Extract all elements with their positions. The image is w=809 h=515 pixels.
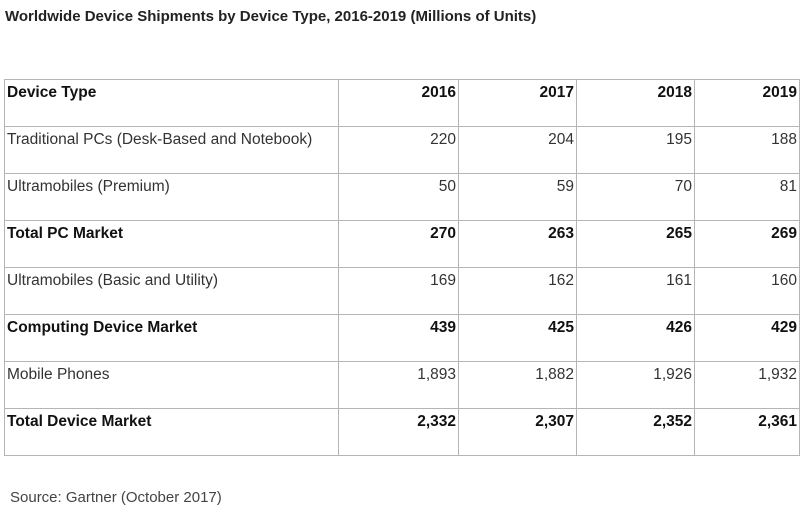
cell-2019: 269 [694, 220, 800, 268]
cell-2016: 50 [338, 173, 459, 221]
cell-2016: 220 [338, 126, 459, 174]
table-row-total: Computing Device Market 439 425 426 429 [4, 314, 800, 362]
row-label: Computing Device Market [4, 314, 339, 362]
cell-2018: 161 [576, 267, 695, 315]
cell-2017: 425 [458, 314, 577, 362]
column-header-2018: 2018 [576, 79, 695, 127]
cell-2019: 160 [694, 267, 800, 315]
cell-2019: 188 [694, 126, 800, 174]
cell-2016: 1,893 [338, 361, 459, 409]
cell-2016: 439 [338, 314, 459, 362]
cell-2019: 1,932 [694, 361, 800, 409]
cell-2017: 59 [458, 173, 577, 221]
cell-2019: 81 [694, 173, 800, 221]
cell-2016: 169 [338, 267, 459, 315]
column-header-2019: 2019 [694, 79, 800, 127]
cell-2017: 162 [458, 267, 577, 315]
row-label: Mobile Phones [4, 361, 339, 409]
cell-2017: 1,882 [458, 361, 577, 409]
cell-2019: 429 [694, 314, 800, 362]
source-note: Source: Gartner (October 2017) [10, 489, 222, 506]
cell-2017: 2,307 [458, 408, 577, 456]
row-label: Total PC Market [4, 220, 339, 268]
cell-2016: 2,332 [338, 408, 459, 456]
row-label: Traditional PCs (Desk-Based and Notebook… [4, 126, 339, 174]
cell-2017: 204 [458, 126, 577, 174]
device-shipments-table: Device Type 2016 2017 2018 2019 Traditio… [4, 79, 800, 456]
table-title: Worldwide Device Shipments by Device Typ… [5, 8, 537, 25]
cell-2018: 426 [576, 314, 695, 362]
cell-2018: 1,926 [576, 361, 695, 409]
row-label: Total Device Market [4, 408, 339, 456]
cell-2018: 70 [576, 173, 695, 221]
row-label: Ultramobiles (Basic and Utility) [4, 267, 339, 315]
cell-2018: 265 [576, 220, 695, 268]
table-row-total: Total PC Market 270 263 265 269 [4, 220, 800, 268]
row-label: Ultramobiles (Premium) [4, 173, 339, 221]
column-header-2016: 2016 [338, 79, 459, 127]
table-row: Ultramobiles (Premium) 50 59 70 81 [4, 173, 800, 221]
table-row: Traditional PCs (Desk-Based and Notebook… [4, 126, 800, 174]
cell-2017: 263 [458, 220, 577, 268]
table-row-total: Total Device Market 2,332 2,307 2,352 2,… [4, 408, 800, 456]
column-header-2017: 2017 [458, 79, 577, 127]
table-row: Ultramobiles (Basic and Utility) 169 162… [4, 267, 800, 315]
cell-2018: 195 [576, 126, 695, 174]
cell-2018: 2,352 [576, 408, 695, 456]
table-row: Mobile Phones 1,893 1,882 1,926 1,932 [4, 361, 800, 409]
header-row: Device Type 2016 2017 2018 2019 [4, 79, 800, 127]
cell-2019: 2,361 [694, 408, 800, 456]
column-header-device-type: Device Type [4, 79, 339, 127]
cell-2016: 270 [338, 220, 459, 268]
